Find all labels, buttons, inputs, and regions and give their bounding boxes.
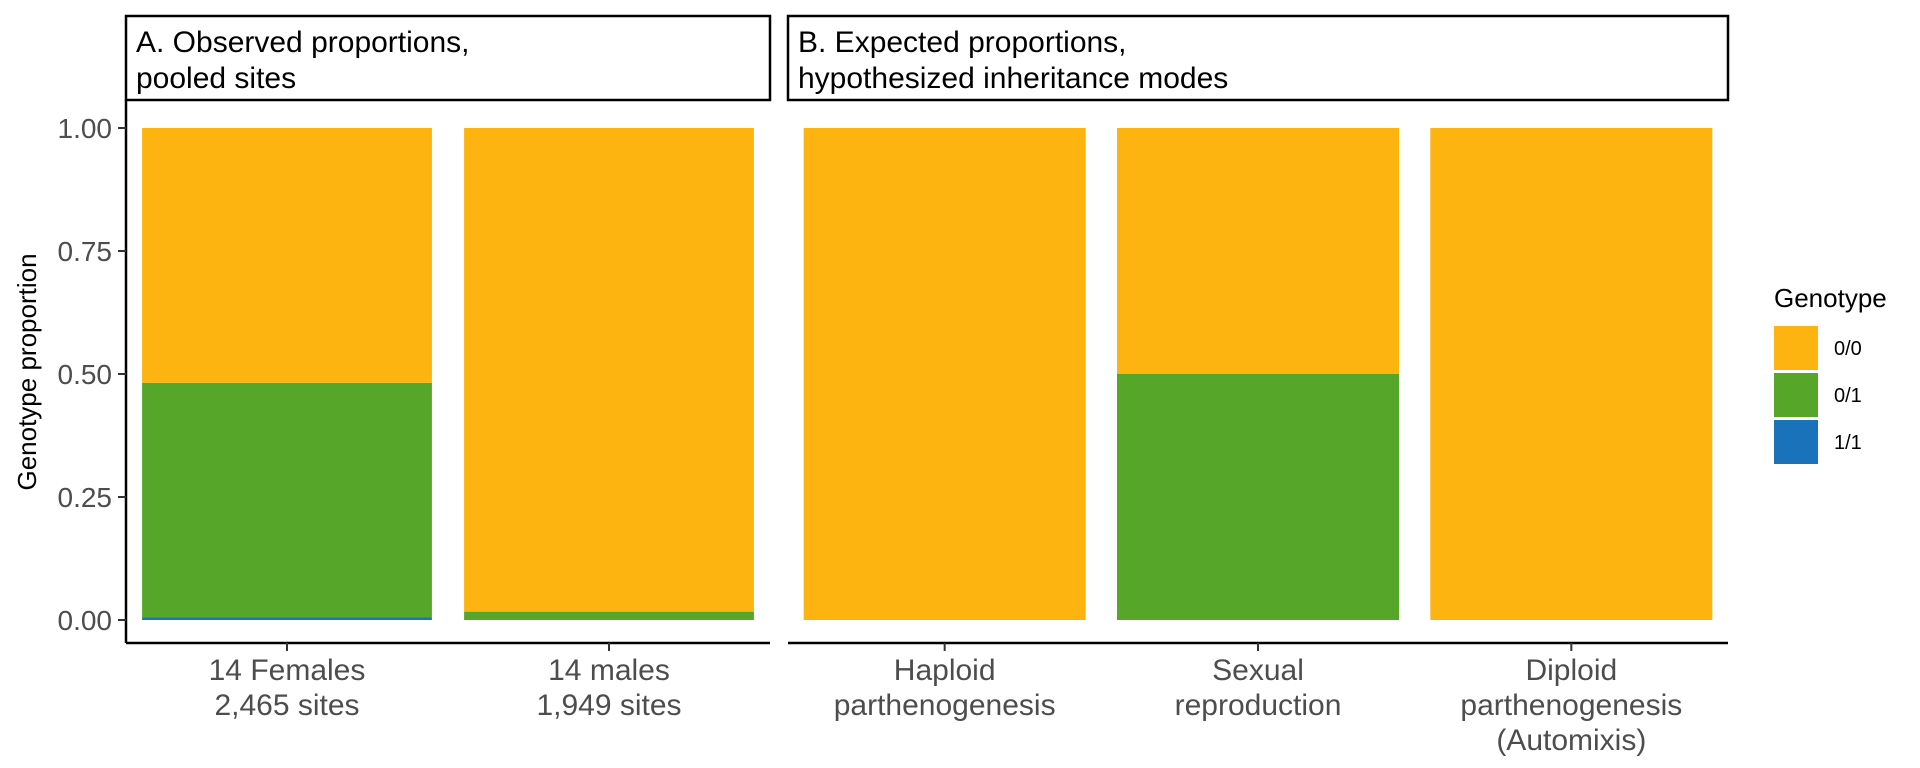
y-tick-label: 1.00 — [58, 113, 113, 144]
y-tick-label: 0.50 — [58, 359, 113, 390]
legend: Genotype 0/0 0/1 1/1 — [1774, 283, 1887, 464]
panel-title-line: B. Expected proportions, — [798, 26, 1127, 59]
legend-label: 1/1 — [1834, 432, 1862, 454]
x-tick-label: Diploid — [1525, 654, 1617, 687]
bar-segment-0-0 — [464, 128, 754, 612]
bar-group — [803, 128, 1086, 620]
x-tick-label: parthenogenesis — [834, 689, 1056, 722]
x-tick-label: parthenogenesis — [1460, 689, 1682, 722]
x-tick-label: 2,465 sites — [214, 689, 359, 722]
x-tick-label: 1,949 sites — [536, 689, 681, 722]
x-tick-label: Sexual — [1212, 654, 1304, 687]
legend-label: 0/1 — [1834, 385, 1862, 407]
chart-panels: A. Observed proportions, pooled sites 14 … — [124, 14, 1730, 757]
bar-group — [464, 128, 754, 620]
x-tick-label: 14 males — [548, 654, 670, 687]
bar-segment-0-1 — [1117, 374, 1399, 620]
y-tick-label: 0.25 — [58, 482, 113, 513]
legend-label: 0/0 — [1834, 338, 1862, 360]
panel-strip — [124, 14, 772, 102]
panel-title-line: hypothesized inheritance modes — [798, 62, 1228, 95]
panel-title-line: A. Observed proportions, — [136, 26, 470, 59]
bar-segment-0-1 — [142, 382, 432, 618]
panel-title-line: pooled sites — [136, 62, 296, 95]
bar-group — [142, 128, 432, 620]
bar-segment-0-0 — [803, 128, 1086, 620]
x-tick-label: reproduction — [1175, 689, 1342, 722]
bar-segment-0-0 — [1117, 128, 1399, 374]
legend-key-0-1 — [1774, 373, 1818, 417]
panel-strip — [786, 14, 1730, 102]
bar-group — [1117, 128, 1399, 620]
panel-b: B. Expected proportions, hypothesized in… — [786, 14, 1730, 757]
legend-title: Genotype — [1774, 283, 1887, 313]
legend-key-0-0 — [1774, 326, 1818, 370]
bar-group — [1430, 128, 1713, 620]
x-tick-label: (Automixis) — [1496, 724, 1646, 757]
bar-segment-0-0 — [142, 128, 432, 383]
y-axis-title: Genotype proportion — [12, 253, 42, 490]
x-tick-label: Haploid — [894, 654, 996, 687]
y-axis: 0.00 0.25 0.50 0.75 1.00 — [58, 100, 128, 643]
panel-a: A. Observed proportions, pooled sites 14 … — [124, 14, 772, 722]
legend-key-1-1 — [1774, 420, 1818, 464]
bar-segment-1-1 — [142, 617, 432, 620]
bar-segment-0-0 — [1430, 128, 1713, 620]
y-tick-label: 0.75 — [58, 236, 113, 267]
bar-segment-0-1 — [464, 611, 754, 620]
y-tick-label: 0.00 — [58, 605, 113, 636]
x-tick-label: 14 Females — [209, 654, 366, 687]
